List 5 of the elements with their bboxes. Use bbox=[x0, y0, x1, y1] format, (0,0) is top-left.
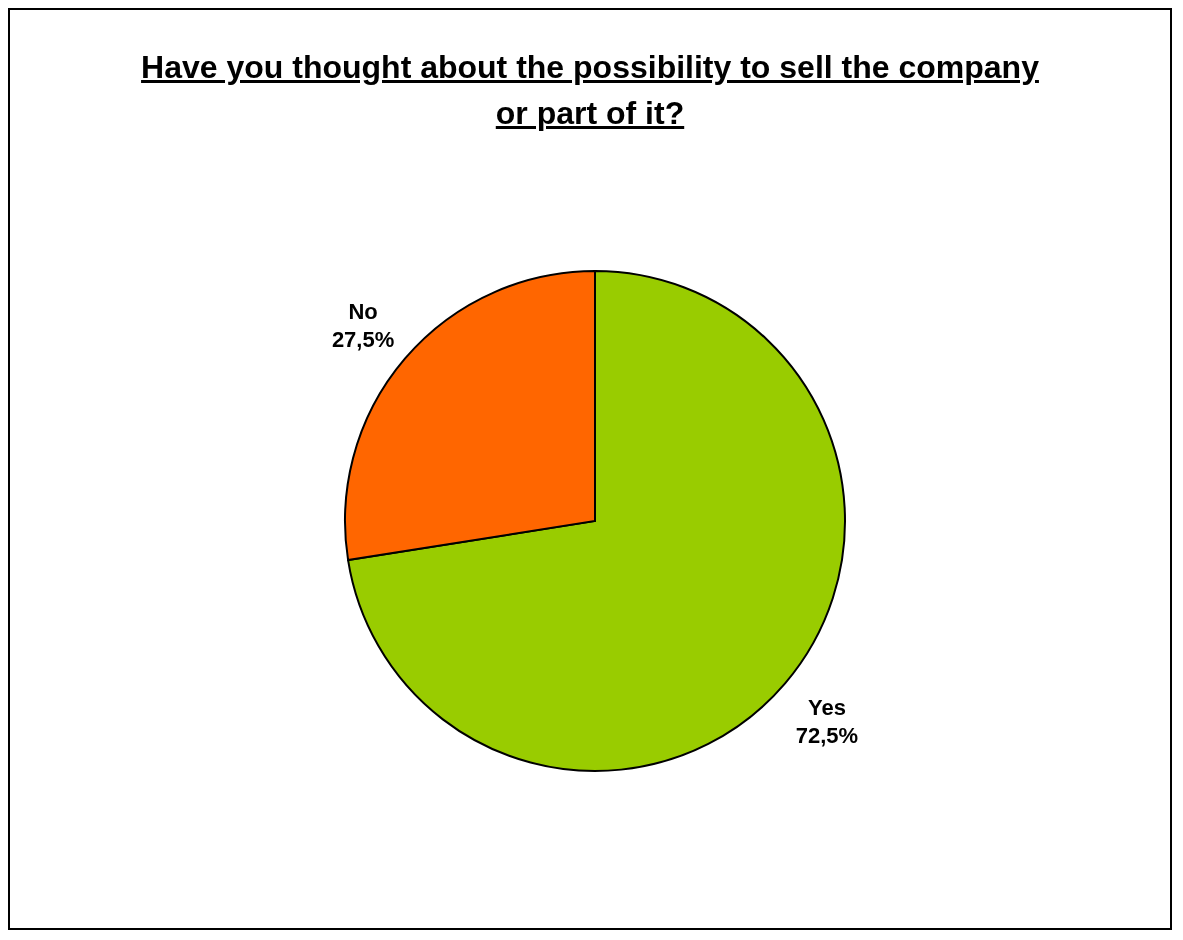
chart-title: Have you thought about the possibility to sell the company or part of it? bbox=[140, 48, 1040, 133]
data-label: 72,5% bbox=[795, 723, 859, 749]
data-label: 27,5% bbox=[331, 327, 395, 353]
slice-label: Yes bbox=[807, 694, 846, 720]
slice-label: No bbox=[348, 298, 378, 324]
